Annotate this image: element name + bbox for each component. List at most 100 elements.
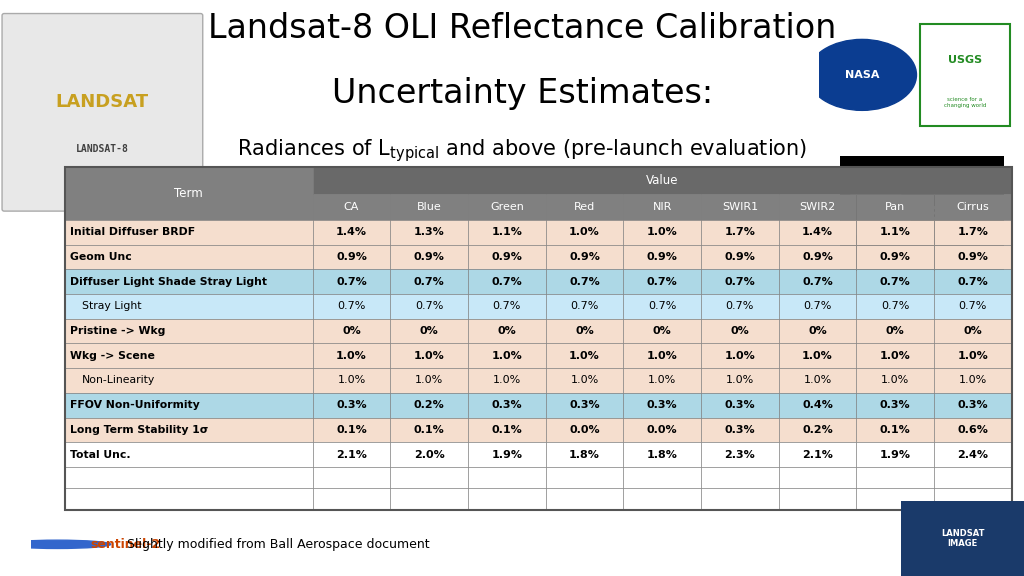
Text: 0.7%: 0.7% — [336, 276, 367, 287]
Text: 0.7%: 0.7% — [493, 301, 521, 312]
Text: 0.7%: 0.7% — [570, 301, 599, 312]
Bar — [546, 294, 624, 319]
Bar — [65, 488, 312, 510]
Text: 2.4%: 2.4% — [957, 450, 988, 460]
Bar — [65, 270, 312, 294]
Bar — [701, 343, 778, 368]
Text: 0.1%: 0.1% — [336, 425, 367, 435]
Bar — [934, 368, 1012, 393]
Bar — [778, 442, 856, 467]
Bar — [312, 368, 390, 393]
Text: 1.0%: 1.0% — [415, 376, 443, 385]
Bar — [312, 418, 390, 442]
Text: 1.8%: 1.8% — [569, 450, 600, 460]
Text: 1.0%: 1.0% — [337, 376, 366, 385]
Bar — [856, 245, 934, 270]
Bar — [934, 270, 1012, 294]
Circle shape — [808, 39, 916, 111]
Text: USGS • NASA: USGS • NASA — [74, 172, 131, 181]
Circle shape — [840, 188, 911, 238]
Bar — [624, 393, 701, 418]
Bar — [856, 294, 934, 319]
Bar — [856, 442, 934, 467]
Text: Stray Light: Stray Light — [82, 301, 141, 312]
Bar — [468, 442, 546, 467]
Bar — [624, 194, 701, 220]
Text: 1.0%: 1.0% — [492, 351, 522, 361]
Text: 0.7%: 0.7% — [414, 276, 444, 287]
Text: 0.0%: 0.0% — [569, 425, 600, 435]
Bar — [312, 393, 390, 418]
Text: 0.1%: 0.1% — [880, 425, 910, 435]
Bar — [856, 368, 934, 393]
Bar — [390, 467, 468, 488]
Text: 0.9%: 0.9% — [880, 252, 910, 262]
Text: Blue: Blue — [417, 202, 441, 212]
Bar — [856, 220, 934, 245]
Text: 0.9%: 0.9% — [802, 252, 833, 262]
Text: 0.7%: 0.7% — [569, 276, 600, 287]
Bar — [65, 418, 312, 442]
Text: 1.0%: 1.0% — [880, 351, 910, 361]
Text: 2.1%: 2.1% — [336, 450, 367, 460]
Bar — [65, 319, 312, 343]
Text: 0%: 0% — [653, 326, 672, 336]
Text: SWIR1: SWIR1 — [722, 202, 758, 212]
Bar — [701, 294, 778, 319]
Text: 0.9%: 0.9% — [414, 252, 444, 262]
Bar — [312, 442, 390, 467]
Text: Pan: Pan — [885, 202, 905, 212]
Text: 0.2%: 0.2% — [802, 425, 833, 435]
Bar — [546, 343, 624, 368]
Text: 0.7%: 0.7% — [957, 276, 988, 287]
Bar — [65, 220, 312, 245]
Bar — [934, 245, 1012, 270]
Text: Slightly modified from Ball Aerospace document: Slightly modified from Ball Aerospace do… — [90, 538, 429, 551]
Text: Green: Green — [489, 202, 524, 212]
Bar — [65, 442, 312, 467]
Bar — [468, 194, 546, 220]
Bar — [701, 393, 778, 418]
FancyBboxPatch shape — [2, 13, 203, 211]
Text: 0.7%: 0.7% — [881, 301, 909, 312]
Text: 0.1%: 0.1% — [492, 425, 522, 435]
Text: 0.7%: 0.7% — [880, 276, 910, 287]
Text: 0.7%: 0.7% — [647, 276, 678, 287]
Text: 1.0%: 1.0% — [804, 376, 831, 385]
Text: 1.0%: 1.0% — [647, 351, 678, 361]
Bar — [934, 220, 1012, 245]
Bar — [312, 294, 390, 319]
Text: science for a
changing world: science for a changing world — [944, 97, 986, 108]
Text: 0.7%: 0.7% — [415, 301, 443, 312]
Text: 0.9%: 0.9% — [957, 252, 988, 262]
Bar — [546, 245, 624, 270]
Text: 1.7%: 1.7% — [957, 228, 988, 237]
Bar — [778, 467, 856, 488]
Bar — [468, 245, 546, 270]
Bar — [778, 343, 856, 368]
Bar — [468, 488, 546, 510]
Text: 1.0%: 1.0% — [493, 376, 521, 385]
Text: 0.7%: 0.7% — [804, 301, 831, 312]
Bar — [856, 319, 934, 343]
Bar — [856, 343, 934, 368]
Text: 1.0%: 1.0% — [958, 376, 987, 385]
Text: 1.1%: 1.1% — [880, 228, 910, 237]
Bar — [701, 319, 778, 343]
Text: 1.0%: 1.0% — [726, 376, 754, 385]
Bar — [312, 488, 390, 510]
Text: 1.0%: 1.0% — [725, 351, 756, 361]
Text: 0.7%: 0.7% — [725, 276, 756, 287]
Text: 0.7%: 0.7% — [492, 276, 522, 287]
Text: LANDSAT
IMAGE: LANDSAT IMAGE — [941, 529, 984, 548]
Bar — [65, 467, 312, 488]
Text: 1.0%: 1.0% — [647, 228, 678, 237]
Bar — [65, 294, 312, 319]
Text: 0.2%: 0.2% — [414, 400, 444, 410]
Bar — [934, 343, 1012, 368]
Bar — [390, 418, 468, 442]
Bar — [468, 220, 546, 245]
Bar — [468, 270, 546, 294]
Text: 0.3%: 0.3% — [492, 400, 522, 410]
Text: 0.6%: 0.6% — [957, 425, 988, 435]
